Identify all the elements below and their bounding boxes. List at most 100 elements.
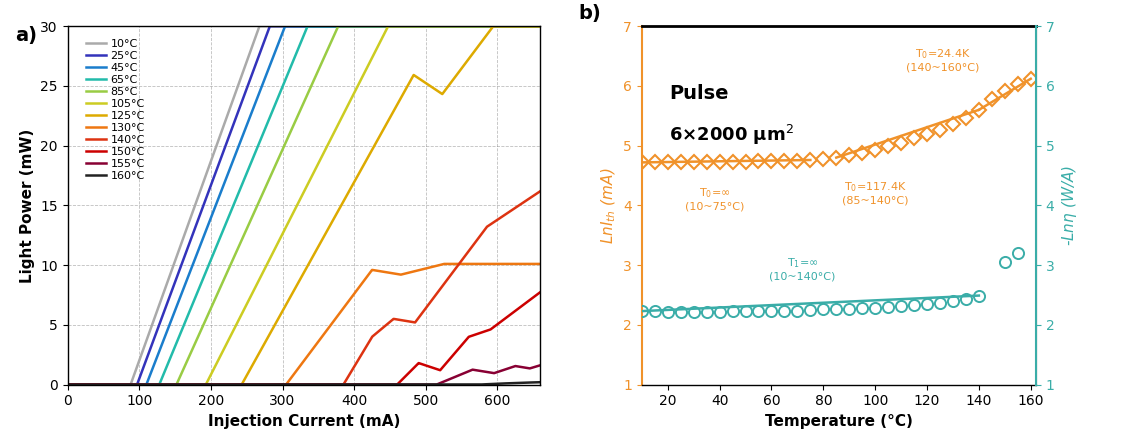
155°C [84, 382, 98, 387]
85°C [520, 24, 534, 29]
Line: 65°C: 65°C [68, 26, 540, 385]
105°C [520, 24, 534, 29]
160°C [291, 382, 304, 387]
105°C [534, 24, 547, 29]
140°C [291, 382, 304, 387]
105°C [278, 226, 292, 232]
65°C [291, 48, 304, 53]
140°C [520, 198, 534, 203]
Line: 130°C: 130°C [68, 264, 540, 385]
125°C [291, 281, 304, 287]
45°C [520, 24, 534, 29]
85°C [84, 382, 98, 387]
Line: 150°C: 150°C [68, 292, 540, 385]
130°C [61, 382, 74, 387]
10°C [252, 24, 266, 29]
Line: 85°C: 85°C [68, 26, 540, 385]
25°C [84, 382, 98, 387]
25°C [534, 24, 547, 29]
Line: 45°C: 45°C [68, 26, 540, 385]
155°C [534, 363, 547, 368]
10°C [278, 24, 292, 29]
125°C [434, 90, 447, 95]
105°C [61, 382, 74, 387]
125°C [520, 24, 534, 29]
25°C [278, 24, 292, 29]
65°C [278, 78, 292, 83]
85°C [520, 24, 534, 29]
Line: 125°C: 125°C [68, 26, 540, 385]
105°C [520, 24, 534, 29]
130°C [84, 382, 98, 387]
65°C [301, 24, 314, 29]
45°C [278, 24, 292, 29]
130°C [278, 382, 292, 387]
130°C [291, 367, 304, 372]
Text: T$_0$=∞
(10~75°C): T$_0$=∞ (10~75°C) [685, 186, 744, 212]
150°C [84, 382, 98, 387]
65°C [534, 24, 547, 29]
155°C [520, 365, 534, 371]
150°C [278, 382, 292, 387]
45°C [84, 382, 98, 387]
Y-axis label: -Ln$\mathit{\eta}$ (W/A): -Ln$\mathit{\eta}$ (W/A) [1060, 165, 1079, 246]
160°C [61, 382, 74, 387]
Y-axis label: Ln$\mathit{I}_{th}$ (mA): Ln$\mathit{I}_{th}$ (mA) [599, 167, 618, 244]
Text: T$_0$=24.4K
(140~160°C): T$_0$=24.4K (140~160°C) [906, 47, 980, 73]
105°C [84, 382, 98, 387]
10°C [534, 24, 547, 29]
85°C [291, 114, 304, 119]
45°C [61, 382, 74, 387]
85°C [331, 24, 345, 29]
155°C [278, 382, 292, 387]
10°C [434, 24, 447, 29]
Line: 160°C: 160°C [68, 382, 540, 385]
140°C [520, 198, 534, 203]
45°C [534, 24, 547, 29]
65°C [520, 24, 534, 29]
105°C [434, 24, 447, 29]
85°C [434, 24, 447, 29]
Text: Pulse: Pulse [669, 83, 729, 103]
X-axis label: Injection Current (mA): Injection Current (mA) [208, 414, 400, 429]
65°C [520, 24, 534, 29]
150°C [534, 289, 547, 295]
Y-axis label: Light Power (mW): Light Power (mW) [19, 128, 35, 282]
155°C [61, 382, 74, 387]
140°C [84, 382, 98, 387]
125°C [486, 24, 500, 29]
25°C [61, 382, 74, 387]
150°C [520, 300, 534, 305]
160°C [534, 380, 547, 385]
160°C [434, 382, 447, 387]
130°C [520, 261, 534, 267]
65°C [434, 24, 447, 29]
155°C [291, 382, 304, 387]
140°C [61, 382, 74, 387]
10°C [520, 24, 534, 29]
Text: T$_0$=117.4K
(85~140°C): T$_0$=117.4K (85~140°C) [842, 180, 909, 206]
125°C [84, 382, 98, 387]
150°C [61, 382, 74, 387]
130°C [437, 261, 450, 267]
150°C [434, 368, 447, 373]
140°C [434, 287, 447, 292]
25°C [520, 24, 534, 29]
150°C [291, 382, 304, 387]
105°C [291, 201, 304, 207]
85°C [278, 142, 292, 147]
10°C [291, 24, 304, 29]
Line: 10°C: 10°C [68, 26, 540, 385]
130°C [434, 262, 447, 267]
155°C [520, 365, 534, 371]
140°C [534, 188, 547, 194]
160°C [84, 382, 98, 387]
130°C [520, 261, 534, 267]
160°C [520, 380, 534, 385]
45°C [278, 24, 292, 29]
140°C [278, 382, 292, 387]
Line: 155°C: 155°C [68, 365, 540, 385]
155°C [434, 381, 447, 386]
Text: T$_1$=∞
(10~140°C): T$_1$=∞ (10~140°C) [769, 257, 835, 282]
X-axis label: Temperature (°C): Temperature (°C) [765, 414, 913, 429]
